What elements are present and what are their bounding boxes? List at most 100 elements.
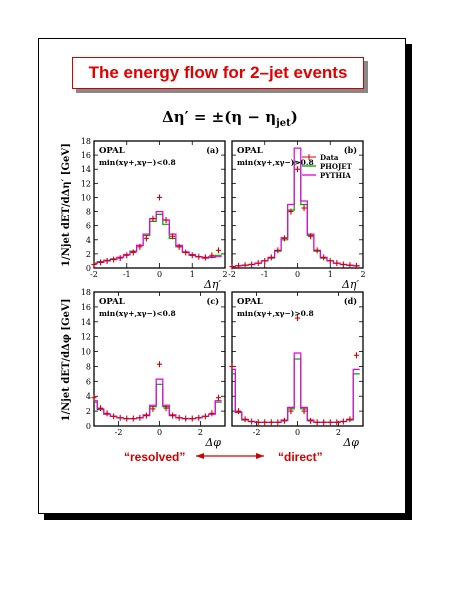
data-point [229, 263, 235, 270]
data-point [91, 261, 97, 268]
y-tick-label: 18 [81, 137, 91, 146]
y-tick-label: 4 [86, 392, 91, 401]
x-axis-label: Δη′ [341, 278, 360, 291]
data-point [268, 419, 274, 426]
data-point [314, 419, 320, 426]
data-point [242, 262, 248, 269]
data-point [130, 415, 136, 422]
data-point [124, 252, 130, 259]
data-point [150, 405, 156, 412]
y-tick-label: 4 [86, 236, 91, 245]
x-tick-label: 0 [157, 428, 162, 437]
x-tick-label: -2 [253, 428, 261, 437]
panel-label: (d) [344, 296, 357, 306]
x-tick-label: 1 [328, 270, 333, 279]
data-point [117, 414, 123, 421]
x-axis-label: Δφ [204, 436, 221, 449]
data-point [321, 419, 327, 426]
y-tick-label: 14 [81, 318, 91, 327]
x-tick-label: 1 [190, 270, 195, 279]
data-point [249, 261, 255, 268]
data-point [157, 361, 162, 368]
data-point [189, 415, 195, 422]
title-box: The energy flow for 2–jet events [72, 57, 364, 89]
data-point [143, 235, 149, 242]
y-tick-label: 16 [81, 303, 91, 312]
x-tick-label: -2 [115, 428, 123, 437]
data-point [202, 254, 208, 261]
data-point [196, 414, 202, 421]
legend-label-pythia: PYTHIA [320, 171, 351, 180]
experiment-label: OPAL [237, 297, 263, 307]
data-point [347, 416, 353, 423]
y-tick-label: 14 [81, 165, 91, 174]
y-tick-label: 8 [86, 208, 91, 217]
data-point [104, 257, 110, 264]
data-point [281, 417, 287, 424]
x-tick-label: 2 [336, 428, 341, 437]
y-tick-label: 6 [86, 222, 91, 231]
formula-heading: Δη′ = ±(η − ηjet) [162, 108, 298, 129]
data-point [117, 255, 123, 262]
data-point [196, 253, 202, 260]
data-point [347, 262, 353, 269]
data-point [229, 363, 235, 370]
cut-label: min(xγ+,xγ−)>0.8 [237, 158, 314, 167]
data-point [353, 262, 359, 269]
panel-b: -2 -1 0 1 2 OPAL min(xγ+,xγ−)>0.8 (b) Δη′ DataPHO… [228, 140, 366, 291]
data-point [137, 414, 143, 421]
data-point [163, 217, 169, 224]
x-tick-label: -1 [261, 270, 269, 279]
data-point [209, 252, 215, 259]
plot-frame [93, 140, 226, 269]
data-point [150, 215, 156, 222]
y-tick-label: 0 [86, 264, 91, 273]
data-point [176, 414, 182, 421]
x-tick-label: -1 [123, 270, 131, 279]
data-point [176, 243, 182, 250]
data-point [189, 252, 195, 259]
y-tick-label: 12 [81, 333, 91, 342]
data-point [98, 405, 104, 412]
x-tick-label: 2 [198, 428, 203, 437]
resolved-label: “resolved” [124, 450, 186, 464]
data-point [275, 247, 281, 254]
data-point [209, 410, 215, 417]
resolved-direct-arrow [196, 453, 264, 459]
data-point [157, 194, 162, 201]
y-tick-label: 12 [81, 179, 91, 188]
legend-label-phojet: PHOJET [320, 162, 353, 171]
panel-label: (a) [206, 145, 219, 155]
data-point [353, 352, 359, 359]
data-point [255, 419, 261, 426]
y-tick-label: 10 [81, 193, 91, 202]
data-point [268, 254, 274, 261]
cut-label: min(xγ+,xγ−)<0.8 [99, 158, 176, 167]
experiment-label: OPAL [99, 297, 125, 307]
data-point [255, 260, 261, 267]
data-point [275, 419, 281, 426]
histogram-pythia [232, 352, 360, 423]
data-point [215, 247, 221, 254]
panel-label: (c) [207, 296, 220, 306]
x-tick-label: 2 [360, 270, 365, 279]
data-point [334, 260, 340, 267]
data-point [301, 205, 307, 212]
y-tick-label: 6 [86, 377, 91, 386]
experiment-label: OPAL [237, 146, 263, 156]
data-point [340, 418, 346, 425]
y-axis-label-bottom: 1/Njet dET/dΔφ [GeV] [61, 299, 72, 422]
data-point [183, 249, 189, 256]
y-tick-label: 0 [86, 422, 91, 431]
data-point [295, 166, 300, 173]
data-point [308, 417, 314, 424]
y-tick-label: 2 [86, 407, 91, 416]
direct-label: “direct” [278, 450, 323, 464]
data-point [170, 412, 176, 419]
data-point [249, 418, 255, 425]
y-tick-label: 18 [81, 288, 91, 297]
data-point [163, 405, 169, 412]
data-point [104, 410, 110, 417]
